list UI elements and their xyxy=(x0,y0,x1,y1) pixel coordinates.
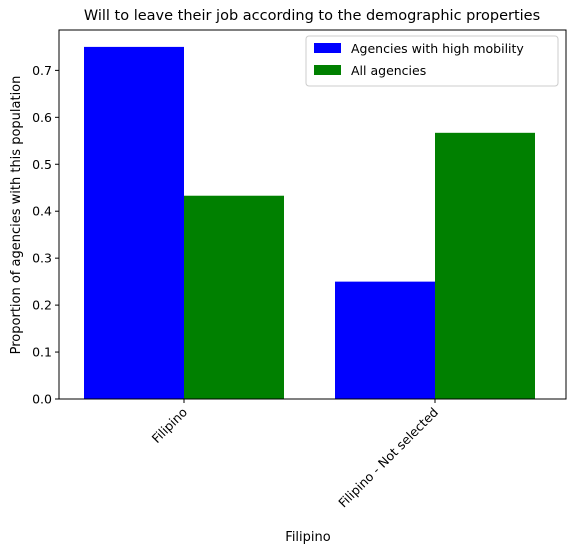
y-axis: 0.0 0.1 0.2 0.3 0.4 0.5 0.6 0.7 xyxy=(32,63,59,407)
y-tick-label: 0.6 xyxy=(32,110,52,125)
bars-layer xyxy=(84,46,535,400)
y-tick-label: 0.3 xyxy=(32,251,52,266)
x-tick-label: Filipino - Not selected xyxy=(335,405,441,511)
y-tick-label: 0.4 xyxy=(32,204,52,219)
legend-swatch xyxy=(314,43,341,53)
legend: Agencies with high mobility All agencies xyxy=(305,35,559,87)
x-axis-label: Filipino xyxy=(285,530,330,545)
bar-high-mobility-1 xyxy=(335,281,435,399)
legend-label: Agencies with high mobility xyxy=(351,41,524,56)
legend-box xyxy=(305,35,559,87)
x-axis: Filipino Filipino - Not selected xyxy=(149,399,441,510)
bar-all-agencies-0 xyxy=(184,195,284,399)
y-tick-label: 0.0 xyxy=(32,392,52,407)
chart-title: Will to leave their job according to the… xyxy=(84,8,540,24)
y-tick-label: 0.5 xyxy=(32,157,52,172)
plot-frame xyxy=(58,29,567,400)
y-tick-label: 0.1 xyxy=(32,345,52,360)
y-tick-label: 0.2 xyxy=(32,298,52,313)
y-axis-label: Proportion of agencies with this populat… xyxy=(9,76,24,355)
x-tick-label: Filipino xyxy=(149,405,190,446)
y-tick-label: 0.7 xyxy=(32,63,52,78)
legend-label: All agencies xyxy=(351,63,426,78)
bar-high-mobility-0 xyxy=(84,46,184,400)
legend-swatch xyxy=(314,65,341,75)
bar-all-agencies-1 xyxy=(435,132,535,399)
